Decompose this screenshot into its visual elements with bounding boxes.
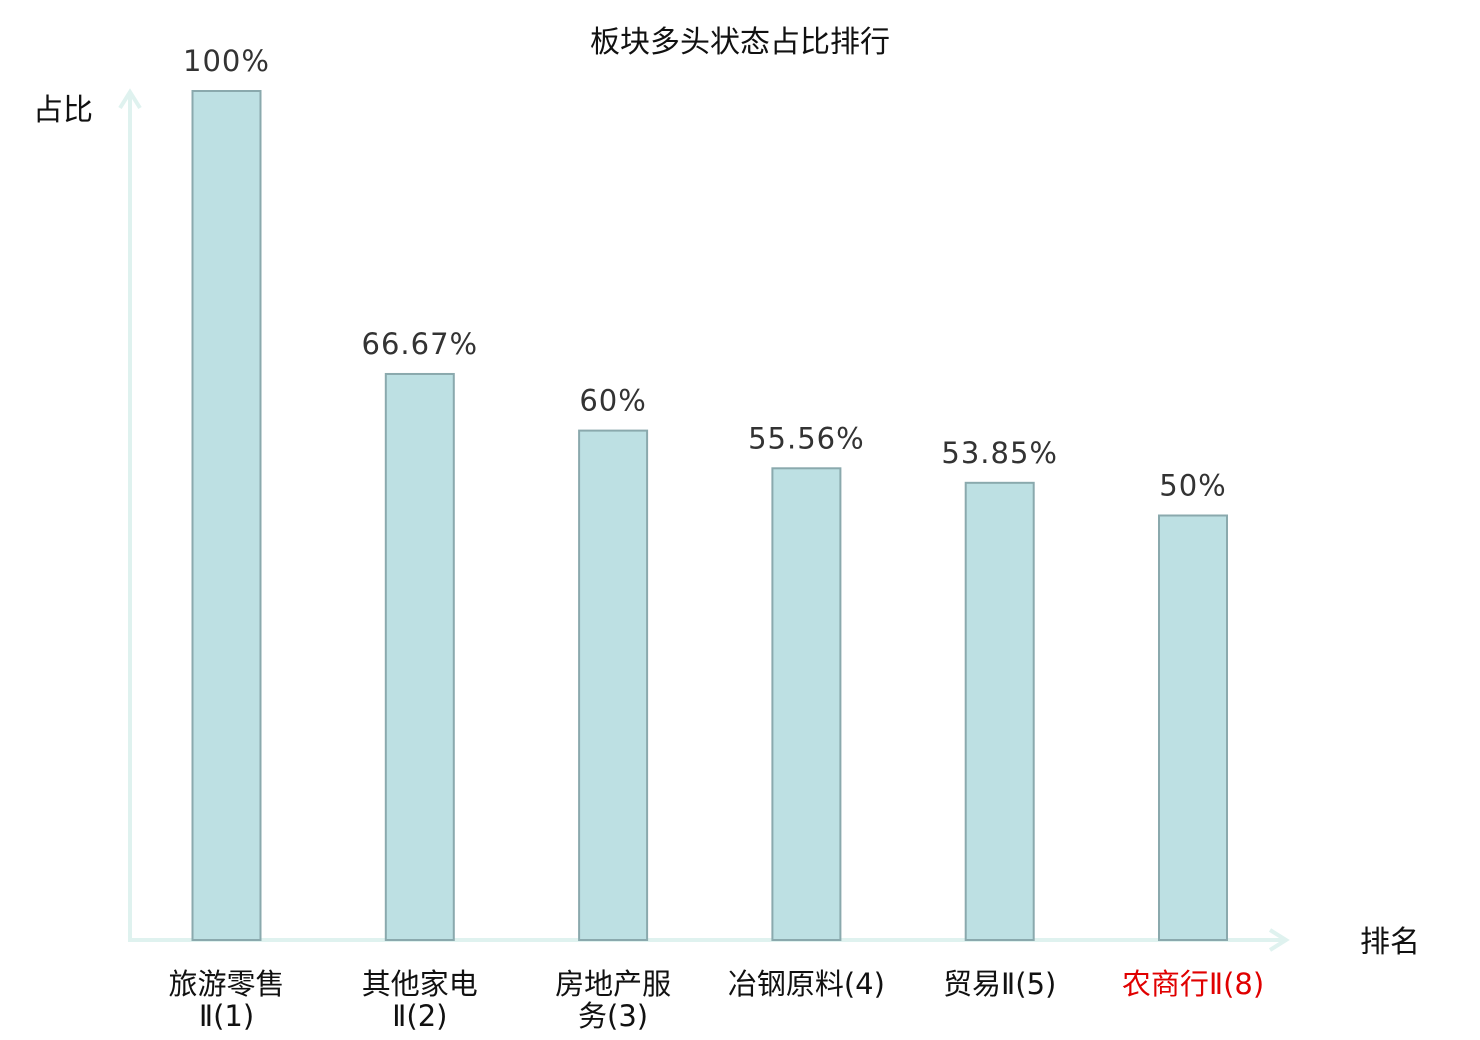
value-label-2: 66.67% [362, 327, 479, 361]
bar-3 [578, 429, 649, 941]
tick-label-2-line2: Ⅱ(2) [392, 999, 447, 1033]
value-label-4: 55.56% [748, 421, 865, 455]
bar-6 [1158, 514, 1228, 941]
y-axis-label: 占比 [33, 93, 93, 128]
value-label-1: 100% [183, 44, 270, 78]
value-label-3: 60% [579, 384, 646, 418]
tick-label-3-line2: 务(3) [578, 999, 648, 1033]
bar-5 [964, 481, 1035, 941]
tick-label-6: 农商行Ⅱ(8) [1122, 967, 1264, 1001]
y-axis [118, 88, 142, 940]
value-labels-group: 100% 66.67% 60% 55.56% 53.85% 50% [183, 44, 1226, 503]
tick-label-4: 冶钢原料(4) [728, 967, 885, 1001]
chart-title: 板块多头状态占比排行 [590, 25, 890, 60]
tick-label-3: 房地产服 [555, 967, 671, 1001]
tick-label-1: 旅游零售 [168, 967, 284, 1001]
x-axis [128, 928, 1290, 952]
value-label-6: 50% [1159, 469, 1226, 503]
bar-1 [191, 90, 262, 941]
tick-label-2: 其他家电 [362, 967, 478, 1001]
value-label-5: 53.85% [941, 436, 1058, 470]
bars-group [191, 90, 1228, 942]
tick-label-1-line2: Ⅱ(1) [199, 999, 254, 1033]
bar-4 [771, 467, 842, 941]
x-axis-label: 排名 [1360, 925, 1420, 960]
tick-label-5: 贸易Ⅱ(5) [943, 967, 1056, 1001]
bar-2 [384, 372, 455, 942]
